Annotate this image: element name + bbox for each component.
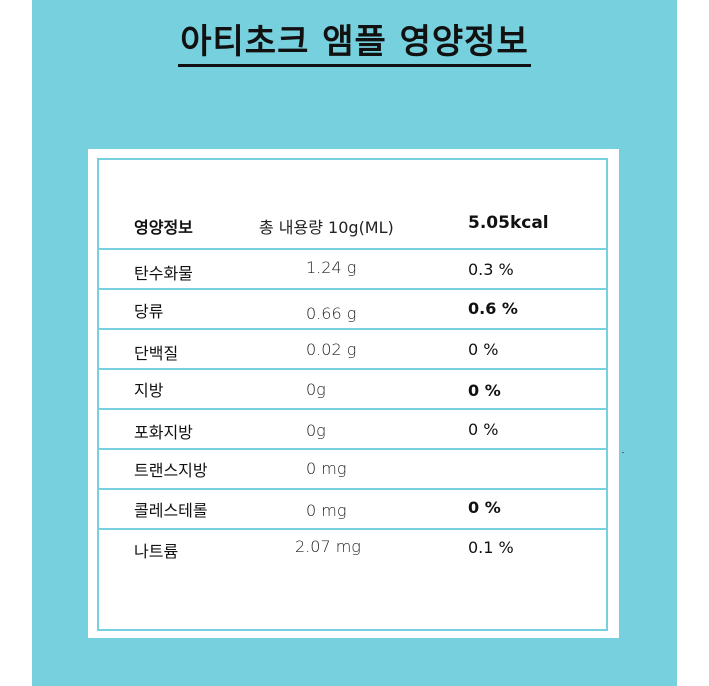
nutrient-name: 당류 xyxy=(134,302,164,321)
table-row: 트랜스지방 0 mg xyxy=(99,450,606,490)
nutrient-percent: 0 % xyxy=(468,340,499,359)
table-row: 지방 0g 0 % xyxy=(99,370,606,410)
table-row: 당류 0.66 g 0.6 % xyxy=(99,290,606,330)
nutrient-name: 탄수화물 xyxy=(134,264,193,283)
nutrition-table: 영양정보 총 내용량 10g(ML) 5.05kcal 탄수화물 1.24 g … xyxy=(97,158,608,631)
nutrition-card: 영양정보 총 내용량 10g(ML) 5.05kcal 탄수화물 1.24 g … xyxy=(88,149,619,638)
table-row: 포화지방 0g 0 % xyxy=(99,410,606,450)
header-label: 영양정보 xyxy=(134,218,193,237)
nutrient-amount: 0.66 g xyxy=(306,304,357,323)
nutrient-name: 지방 xyxy=(134,381,164,400)
nutrient-amount: 0g xyxy=(306,421,326,440)
nutrient-name: 포화지방 xyxy=(134,423,193,442)
page-title: 아티초크 앰플 영양정보 xyxy=(0,14,709,67)
nutrient-percent: 0 % xyxy=(468,381,501,400)
header-calories: 5.05kcal xyxy=(468,213,549,233)
nutrient-amount: 0.02 g xyxy=(306,340,357,359)
table-row: 콜레스테롤 0 mg 0 % xyxy=(99,490,606,530)
page-title-text: 아티초크 앰플 영양정보 xyxy=(178,22,531,67)
nutrient-name: 트랜스지방 xyxy=(134,461,208,480)
header-total-amount: 총 내용량 10g(ML) xyxy=(259,218,394,237)
nutrient-amount: 0g xyxy=(306,380,326,399)
nutrient-amount: 0 mg xyxy=(306,501,347,520)
nutrient-percent: 0 % xyxy=(468,420,499,439)
nutrient-name: 나트륨 xyxy=(134,542,179,561)
table-header-row: 영양정보 총 내용량 10g(ML) 5.05kcal xyxy=(99,201,606,250)
stray-mark xyxy=(622,452,624,453)
nutrient-name: 단백질 xyxy=(134,344,179,363)
nutrient-percent: 0.3 % xyxy=(468,260,514,279)
table-row: 단백질 0.02 g 0 % xyxy=(99,330,606,370)
nutrient-name: 콜레스테롤 xyxy=(134,501,208,520)
nutrient-percent: 0 % xyxy=(468,498,501,517)
nutrient-amount: 2.07 mg xyxy=(295,537,361,556)
nutrient-percent: 0.6 % xyxy=(468,299,518,318)
nutrient-amount: 1.24 g xyxy=(306,258,357,277)
nutrient-percent: 0.1 % xyxy=(468,538,514,557)
table-row: 나트륨 2.07 mg 0.1 % xyxy=(99,530,606,568)
table-row: 탄수화물 1.24 g 0.3 % xyxy=(99,250,606,290)
nutrient-amount: 0 mg xyxy=(306,459,347,478)
